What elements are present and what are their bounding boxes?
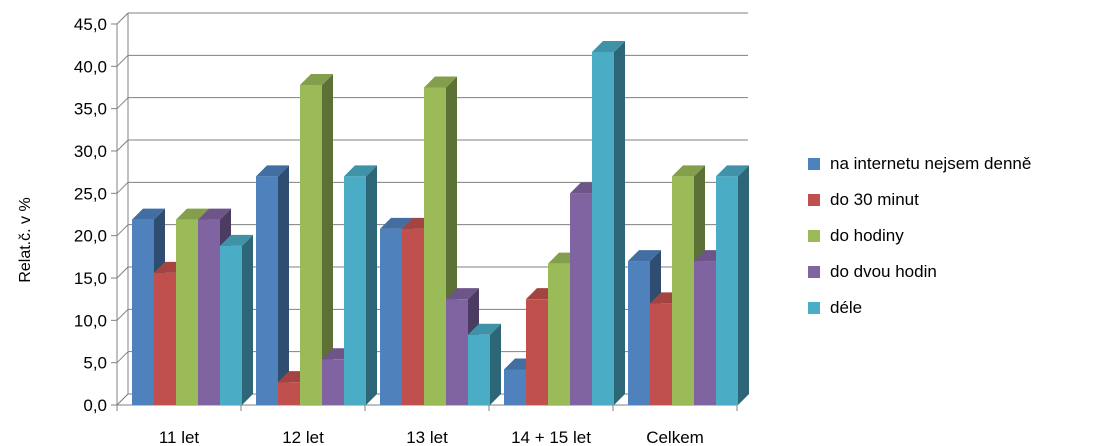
bar-top [468, 323, 501, 335]
bar [278, 382, 300, 405]
legend-item: na internetu nejsem denně [808, 150, 1031, 178]
bar [220, 245, 242, 405]
grid-diagonal [116, 54, 129, 67]
legend-swatch [808, 194, 820, 206]
grid-diagonal [116, 97, 129, 110]
grid-diagonal [116, 351, 129, 364]
legend-label: na internetu nejsem denně [830, 154, 1032, 173]
bar [468, 334, 490, 405]
bar-side [738, 165, 749, 405]
bar [548, 263, 570, 405]
legend-swatch [808, 266, 820, 278]
y-tick-label: 35,0 [74, 100, 107, 119]
bar-side [614, 40, 625, 405]
y-tick-label: 45,0 [74, 15, 107, 34]
bar [424, 87, 446, 405]
bar-top [344, 165, 377, 177]
x-tick-label: 13 let [406, 428, 448, 446]
tick-labels: 0,0 5,0 10,0 15,0 20,0 25,0 30,0 35,0 40,0 45,0 11… [74, 15, 704, 446]
y-axis-label: Relat.č. v % [17, 197, 34, 282]
x-tick-label: Celkem [646, 428, 704, 446]
legend-label: do dvou hodin [830, 262, 937, 281]
legend-label: déle [830, 298, 863, 317]
bar [694, 261, 716, 405]
bar-top [198, 208, 231, 220]
grid-diagonal [116, 266, 129, 279]
legend-item: do hodiny [808, 222, 1031, 250]
bar [526, 299, 548, 405]
bar [176, 219, 198, 405]
grid-diagonal [116, 224, 129, 237]
bar-side [490, 323, 501, 405]
bar-top [424, 76, 457, 88]
bar [628, 261, 650, 405]
bar-top [220, 234, 253, 246]
legend-label: do 30 minut [830, 190, 919, 209]
y-tick-label: 5,0 [83, 354, 107, 373]
y-tick-label: 25,0 [74, 184, 107, 203]
bar-top [446, 288, 479, 300]
y-tick-label: 15,0 [74, 269, 107, 288]
bar [446, 299, 468, 405]
legend: na internetu nejsem denně do 30 minut do h… [808, 150, 1031, 330]
legend-label: do hodiny [830, 226, 904, 245]
bar [256, 176, 278, 405]
bar-top [592, 40, 625, 52]
bar [344, 176, 366, 405]
legend-swatch [808, 302, 820, 314]
y-tick-label: 0,0 [83, 396, 107, 415]
bar [322, 359, 344, 405]
bar-top [716, 165, 749, 177]
bar [504, 369, 526, 405]
bar-side [322, 73, 333, 406]
legend-swatch [808, 230, 820, 242]
bar-side [242, 234, 253, 405]
bar-side [278, 165, 289, 405]
grid-diagonal [116, 139, 129, 152]
bar [672, 176, 694, 405]
grid-diagonal [116, 308, 129, 321]
grid-diagonal [116, 12, 129, 25]
bar-top [256, 165, 289, 177]
legend-swatch [808, 158, 820, 170]
y-tick-label: 10,0 [74, 311, 107, 330]
bar-top [132, 208, 165, 220]
y-tick-label: 30,0 [74, 142, 107, 161]
bar [300, 84, 322, 406]
bar [716, 176, 738, 405]
bar [570, 193, 592, 405]
y-tick-label: 40,0 [74, 57, 107, 76]
x-tick-label: 14 + 15 let [511, 428, 591, 446]
legend-item: do dvou hodin [808, 258, 1031, 286]
legend-item: déle [808, 294, 1031, 322]
bar-top [672, 165, 705, 177]
bar [650, 303, 672, 405]
bars [132, 40, 749, 406]
bar [198, 219, 220, 405]
legend-item: do 30 minut [808, 186, 1031, 214]
x-tick-label: 11 let [159, 428, 200, 446]
bar-top [300, 73, 333, 85]
x-tick-label: 12 let [282, 428, 324, 446]
bar-chart: 0,0 5,0 10,0 15,0 20,0 25,0 30,0 35,0 40,0 45,0 11… [17, 12, 750, 446]
bar [154, 272, 176, 405]
bar [132, 219, 154, 405]
bar [592, 51, 614, 405]
bar-top [628, 250, 661, 262]
grid-diagonal [116, 181, 129, 194]
bar [402, 228, 424, 405]
y-tick-label: 20,0 [74, 227, 107, 246]
bar-side [366, 165, 377, 405]
bar [380, 228, 402, 405]
